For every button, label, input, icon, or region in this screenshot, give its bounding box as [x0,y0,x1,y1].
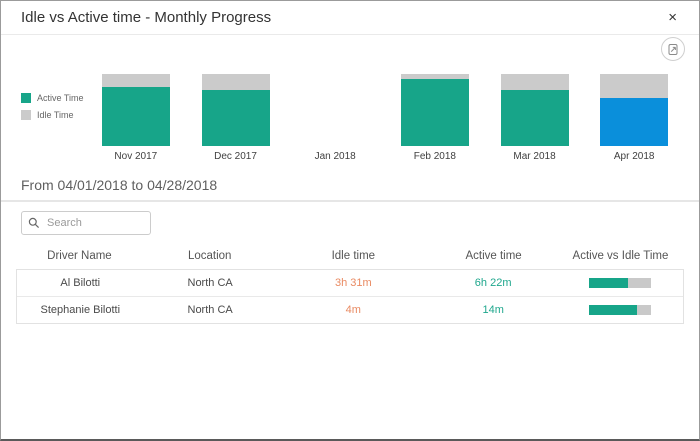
active-time-value: 14m [482,304,504,316]
search-input[interactable] [45,216,144,230]
active-vs-idle-cell [556,305,683,315]
monthly-progress-chart: Active Time Idle Time Nov 2017 Dec 2017 Jan… [1,65,699,165]
progress-fill [588,278,629,288]
table-header-row: Driver Name Location Idle time Active time A… [16,246,684,269]
page-title: Idle vs Active time - Monthly Progress [21,9,272,26]
table-body: Al Bilotti North CA 3h 31m 6h 22m Stephanie … [16,269,684,324]
axis-label-apr-2018: Apr 2018 [613,151,655,162]
location: North CA [187,277,233,289]
chart-slot-mar-2018: Mar 2018 [485,74,585,162]
driver-name: Al Bilotti [60,277,101,289]
save-as-image-button[interactable] [661,37,685,61]
idle-segment[interactable] [600,74,669,98]
idle-segment[interactable] [201,74,270,90]
axis-label-mar-2018: Mar 2018 [513,151,556,162]
chart-legend: Active Time Idle Time [21,93,84,127]
active-segment[interactable] [400,79,469,146]
idle-time-value: 3h 31m [334,277,372,289]
search-row [21,211,699,235]
legend-item-idle-time[interactable]: Idle Time [21,110,84,120]
chart-slot-jan-2018: Jan 2018 [285,74,385,162]
axis-label-feb-2018: Feb 2018 [413,151,456,162]
save-as-image-icon [667,43,680,56]
column-header-active-vs-idle-time: Active vs Idle Time [572,250,669,262]
bar-apr-2018[interactable] [600,74,669,146]
legend-swatch [21,110,31,120]
legend-label: Idle Time [37,110,74,120]
location: North CA [187,304,233,316]
chart-slot-feb-2018: Feb 2018 [385,74,485,162]
progress-track [588,278,651,288]
bar-feb-2018[interactable] [400,74,469,146]
progress-track [588,305,651,315]
bar-nov-2017[interactable] [101,74,170,146]
modal-header: Idle vs Active time - Monthly Progress × [1,1,699,35]
legend-label: Active Time [37,93,84,103]
chart-bars: Nov 2017 Dec 2017 Jan 2018 Feb 2018 Mar 2018… [86,74,684,162]
column-header-driver-name: Driver Name [47,250,112,262]
active-vs-idle-cell [556,278,683,288]
active-segment[interactable] [101,86,170,146]
idle-segment[interactable] [101,74,170,87]
driver-name: Stephanie Bilotti [40,304,121,316]
chart-slot-dec-2017: Dec 2017 [186,74,286,162]
active-segment[interactable] [600,97,669,146]
bar-jan-2018 [301,74,369,146]
column-header-active-time: Active time [465,250,522,262]
column-header-location: Location [187,250,232,262]
bar-dec-2017[interactable] [201,74,270,146]
active-time-value: 6h 22m [474,277,512,289]
idle-time-value: 4m [345,304,361,316]
search-icon [28,217,40,229]
idle-segment[interactable] [400,74,469,80]
chart-slot-nov-2017: Nov 2017 [86,74,186,162]
drivers-table: Driver Name Location Idle time Active time A… [16,246,684,324]
progress-fill [588,305,638,315]
chart-slot-apr-2018: Apr 2018 [584,74,684,162]
axis-label-dec-2017: Dec 2017 [214,151,257,162]
search-box[interactable] [21,211,151,235]
axis-label-jan-2018: Jan 2018 [314,151,356,162]
idle-segment[interactable] [500,74,569,90]
legend-item-active-time[interactable]: Active Time [21,93,84,103]
active-segment[interactable] [201,89,270,146]
bar-mar-2018[interactable] [500,74,569,146]
legend-swatch [21,93,31,103]
date-range-label: From 04/01/2018 to 04/28/2018 [1,177,699,202]
axis-label-nov-2017: Nov 2017 [114,151,158,162]
column-header-idle-time: Idle time [331,250,376,262]
table-row-stephanie-bilotti: Stephanie Bilotti North CA 4m 14m [17,297,683,323]
table-row-al-bilotti: Al Bilotti North CA 3h 31m 6h 22m [17,270,683,297]
close-icon[interactable]: × [668,9,677,26]
active-segment[interactable] [500,89,569,146]
